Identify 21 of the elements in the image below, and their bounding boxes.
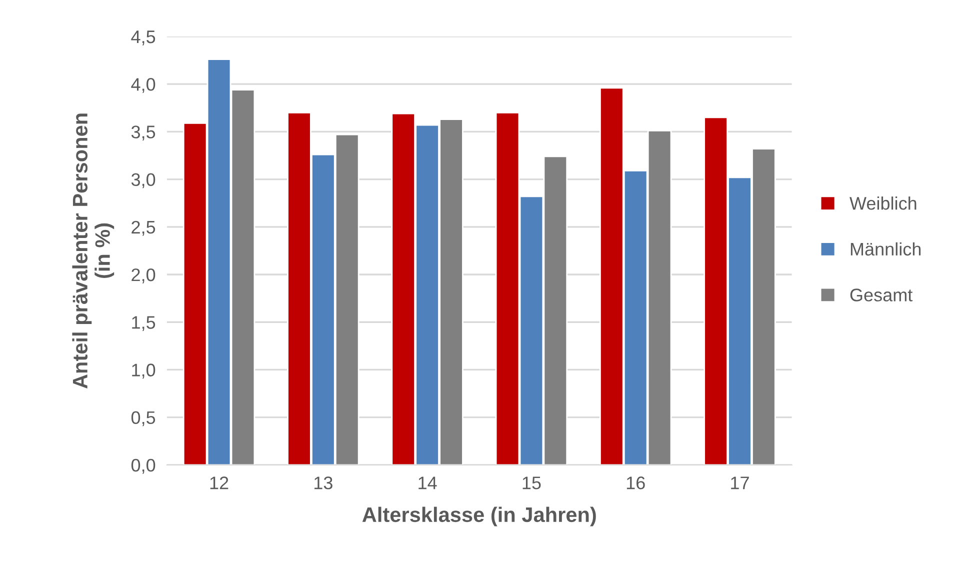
y-tick-label: 2,0: [132, 268, 156, 284]
x-tick-label: 15: [522, 476, 541, 490]
y-tick-label: 4,0: [131, 78, 156, 93]
y-axis-title: Anteil prävalenter Personen (in %): [72, 114, 114, 389]
x-tick-label: 16: [626, 476, 645, 490]
x-axis-title: Altersklasse (in Jahren): [362, 506, 596, 526]
x-tick-label: 17: [731, 476, 749, 490]
legend-label: Weiblich: [850, 196, 916, 210]
y-tick-label: 0,5: [131, 411, 156, 426]
y-tick-label: 3,0: [131, 173, 156, 188]
x-tick-label: 12: [210, 476, 228, 490]
y-tick-label: 1,5: [132, 316, 156, 331]
legend-label: Gesamt: [850, 288, 913, 302]
y-tick-label: 4,5: [131, 30, 156, 46]
x-tick-label: 14: [418, 476, 437, 490]
x-tick-label: 13: [314, 476, 332, 490]
y-tick-label: 2,5: [132, 220, 156, 236]
y-tick-label: 0,0: [131, 458, 156, 474]
y-tick-label: 3,5: [131, 126, 156, 141]
y-tick-label: 1,0: [132, 364, 156, 379]
legend-label: Männlich: [850, 242, 921, 256]
